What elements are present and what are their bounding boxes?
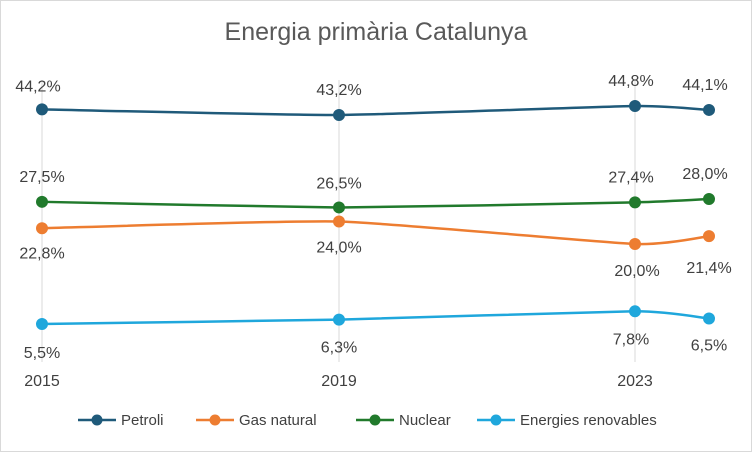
data-label-energies-renovables-2024: 6,5% (691, 337, 727, 354)
series-lines (40, 104, 711, 326)
data-label-nuclear-2019: 26,5% (316, 175, 361, 192)
data-label-nuclear-2024: 28,0% (682, 166, 727, 183)
data-label-petroli-2023: 44,8% (608, 73, 653, 90)
legend: Petroli Gas natural Nuclear Energies renova… (78, 412, 657, 429)
data-point-energies-renovables-2015 (36, 318, 48, 330)
x-tick-label-2015: 2015 (24, 373, 60, 390)
data-label-energies-renovables-2015: 5,5% (24, 345, 60, 362)
data-label-nuclear-2015: 27,5% (19, 169, 64, 186)
data-point-petroli-2019 (333, 109, 345, 121)
data-label-petroli-2024: 44,1% (682, 77, 727, 94)
data-point-gas-natural-2024 (703, 230, 715, 243)
x-axis: 2015 2019 2023 (24, 373, 653, 390)
data-point-petroli-2023 (629, 100, 641, 112)
data-point-gas-natural-2019 (333, 215, 345, 228)
data-point-gas-natural-2023 (629, 238, 641, 250)
legend-marker-energies-renovables (490, 414, 502, 426)
data-label-nuclear-2023: 27,4% (608, 169, 653, 186)
data-point-nuclear-2015 (36, 195, 48, 208)
data-label-gas-natural-2015: 22,8% (19, 245, 64, 262)
legend-label-petroli: Petroli (121, 412, 164, 429)
series-line-energies-renovables (40, 310, 711, 326)
series-line-gas-natural (40, 220, 711, 246)
data-point-petroli-2024 (703, 103, 715, 116)
data-point-gas-natural-2015 (36, 222, 48, 235)
data-label-gas-natural-2023: 20,0% (614, 263, 659, 280)
data-point-nuclear-2023 (629, 196, 641, 209)
data-points (36, 100, 715, 330)
data-label-petroli-2015: 44,2% (15, 78, 60, 95)
data-point-energies-renovables-2023 (629, 305, 641, 318)
series-line-nuclear (40, 197, 711, 209)
data-point-petroli-2015 (36, 103, 48, 116)
data-point-energies-renovables-2019 (333, 313, 345, 326)
data-labels: 44,2% 43,2% 44,8% 44,1% 22,8% 24,0% 20,0% 21,4%… (15, 73, 731, 362)
data-point-nuclear-2024 (703, 193, 715, 205)
legend-label-gas-natural: Gas natural (239, 412, 317, 429)
legend-marker-nuclear (369, 414, 381, 426)
data-label-petroli-2019: 43,2% (316, 82, 361, 99)
data-label-gas-natural-2019: 24,0% (316, 240, 361, 257)
legend-marker-gas-natural (209, 414, 221, 426)
x-tick-label-2019: 2019 (321, 373, 357, 390)
legend-marker-petroli (91, 414, 103, 426)
data-label-energies-renovables-2019: 6,3% (321, 340, 357, 357)
data-point-energies-renovables-2024 (703, 312, 715, 325)
x-tick-label-2023: 2023 (617, 373, 653, 390)
data-label-gas-natural-2024: 21,4% (686, 260, 731, 277)
chart-title: Energia primària Catalunya (224, 18, 528, 46)
data-label-energies-renovables-2023: 7,8% (613, 331, 649, 348)
legend-label-energies-renovables: Energies renovables (520, 412, 657, 429)
legend-label-nuclear: Nuclear (399, 412, 451, 429)
data-point-nuclear-2019 (333, 201, 345, 214)
series-line-petroli (40, 104, 711, 117)
